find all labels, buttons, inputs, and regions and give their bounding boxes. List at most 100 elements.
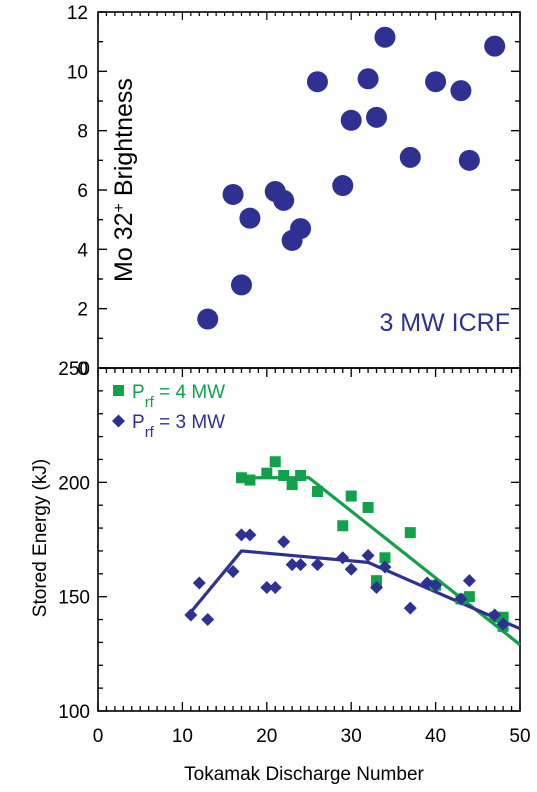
x-tick-label: 20 — [256, 726, 277, 747]
brightness-points — [197, 26, 506, 330]
legend-marker-diamond — [112, 414, 125, 428]
point-4mw — [497, 611, 509, 623]
trend-lines — [185, 476, 521, 646]
point-3mw — [277, 535, 291, 549]
x-tick-label: 50 — [509, 726, 530, 747]
brightness-point — [425, 71, 447, 93]
brightness-point — [332, 175, 354, 197]
legend-label-4mw-rest: = 4 MW — [154, 382, 225, 403]
x-tick-label: 10 — [172, 726, 193, 747]
brightness-point — [290, 218, 312, 240]
point-3mw — [336, 551, 350, 565]
legend-item-4mw: Prf = 4 MW — [113, 382, 225, 411]
x-tick-label: 40 — [425, 726, 446, 747]
point-3mw — [260, 581, 274, 595]
brightness-point — [399, 146, 421, 168]
brightness-point — [306, 71, 328, 93]
stored-energy-points — [184, 456, 510, 632]
brightness-y-tick-label: 2 — [77, 300, 88, 321]
brightness-y-axis-label: Mo 32+ Brightness — [110, 78, 138, 282]
stored-energy-y-ticks: 100 150 200 250 — [58, 359, 520, 723]
brightness-y-ticks: 0 2 4 6 8 10 12 — [67, 3, 521, 380]
brightness-y-label-superscript: + — [111, 203, 128, 212]
brightness-y-tick-label: 4 — [77, 240, 88, 261]
point-4mw — [235, 472, 247, 484]
point-3mw — [429, 578, 443, 592]
point-4mw — [278, 469, 290, 481]
brightness-y-label-tail: Brightness — [110, 78, 138, 203]
x-tick-label: 0 — [93, 726, 104, 747]
legend-label-4mw-sub: rf — [145, 394, 155, 411]
point-3mw — [403, 601, 417, 615]
point-3mw — [378, 560, 392, 574]
stored-energy-y-tick-label: 100 — [58, 702, 90, 723]
brightness-point — [374, 26, 396, 48]
point-4mw — [286, 479, 298, 491]
point-3mw — [226, 565, 240, 579]
point-3mw — [370, 581, 384, 595]
brightness-panel: 0 2 4 6 8 10 12 Mo 32+ Brightness 3 MW ICRF — [67, 3, 521, 380]
point-3mw — [184, 608, 198, 622]
legend: Prf = 4 MW Prf = 3 MW — [112, 382, 225, 441]
legend-label-4mw-base: P — [132, 382, 145, 403]
point-4mw — [261, 467, 273, 479]
point-4mw — [311, 485, 323, 497]
point-4mw — [244, 474, 256, 486]
brightness-y-tick-label: 10 — [67, 62, 88, 83]
point-3mw — [192, 576, 206, 590]
brightness-point — [222, 183, 244, 205]
stored-energy-panel: 0 10 20 30 40 50 100 150 200 250 Tokamak Dischar… — [30, 359, 531, 785]
brightness-point — [458, 149, 480, 171]
point-3mw — [243, 528, 257, 542]
x-axis-label: Tokamak Discharge Number — [184, 764, 424, 785]
brightness-point — [273, 189, 295, 211]
brightness-y-label-main: Mo 32 — [110, 212, 138, 281]
point-3mw — [268, 581, 282, 595]
point-3mw — [361, 549, 375, 563]
icrf-annotation: 3 MW ICRF — [379, 309, 510, 337]
x-ticks: 0 10 20 30 40 50 — [93, 368, 531, 747]
x-tick-label: 30 — [341, 726, 362, 747]
point-3mw — [310, 558, 324, 572]
legend-label-4mw: Prf = 4 MW — [132, 382, 225, 411]
brightness-point — [366, 106, 388, 128]
point-3mw — [201, 613, 215, 627]
point-3mw — [234, 528, 248, 542]
stored-energy-y-axis-label: Stored Energy (kJ) — [30, 459, 51, 617]
point-4mw — [345, 490, 357, 502]
point-3mw — [344, 562, 358, 576]
point-4mw — [337, 520, 349, 532]
brightness-y-tick-label: 0 — [77, 359, 88, 380]
legend-label-3mw-base: P — [132, 412, 145, 433]
point-4mw — [379, 552, 391, 564]
brightness-point — [239, 207, 261, 229]
point-3mw — [496, 617, 510, 631]
brightness-point — [230, 274, 252, 296]
brightness-point — [340, 109, 362, 131]
point-4mw — [371, 575, 383, 587]
point-4mw — [269, 456, 281, 468]
stored-energy-y-tick-label: 250 — [58, 359, 90, 380]
stored-energy-y-tick-label: 200 — [58, 473, 90, 494]
legend-item-3mw: Prf = 3 MW — [112, 412, 225, 441]
brightness-point — [484, 35, 506, 57]
point-3mw — [294, 558, 308, 572]
brightness-point — [197, 308, 219, 330]
point-4mw — [404, 527, 416, 539]
brightness-point — [450, 80, 472, 102]
point-3mw — [462, 574, 476, 588]
brightness-y-tick-label: 8 — [77, 122, 88, 143]
point-4mw — [463, 591, 475, 603]
legend-label-3mw-sub: rf — [145, 424, 155, 441]
legend-label-3mw-rest: = 3 MW — [154, 412, 225, 433]
point-3mw — [454, 592, 468, 606]
brightness-y-tick-label: 6 — [77, 181, 88, 202]
point-4mw — [362, 501, 374, 513]
brightness-point — [357, 68, 379, 90]
point-4mw — [295, 469, 307, 481]
stored-energy-y-tick-label: 150 — [58, 588, 90, 609]
legend-marker-square — [113, 385, 124, 396]
legend-label-3mw: Prf = 3 MW — [132, 412, 225, 441]
